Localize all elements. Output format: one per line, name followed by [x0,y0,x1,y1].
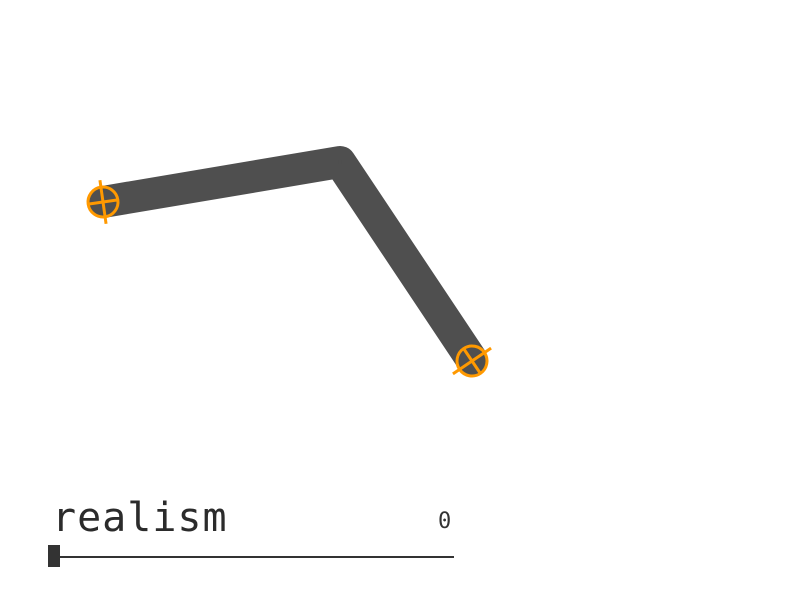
wrist-handle[interactable] [445,336,500,387]
realism-slider-thumb[interactable] [48,545,60,567]
shoulder-handle[interactable] [85,178,121,226]
elbow-joint[interactable] [338,160,342,164]
robot-arm [87,146,488,376]
realism-slider-track[interactable] [48,556,454,558]
realism-label: realism [52,495,228,541]
realism-value: 0 [438,509,452,534]
arm-limb [87,146,488,376]
